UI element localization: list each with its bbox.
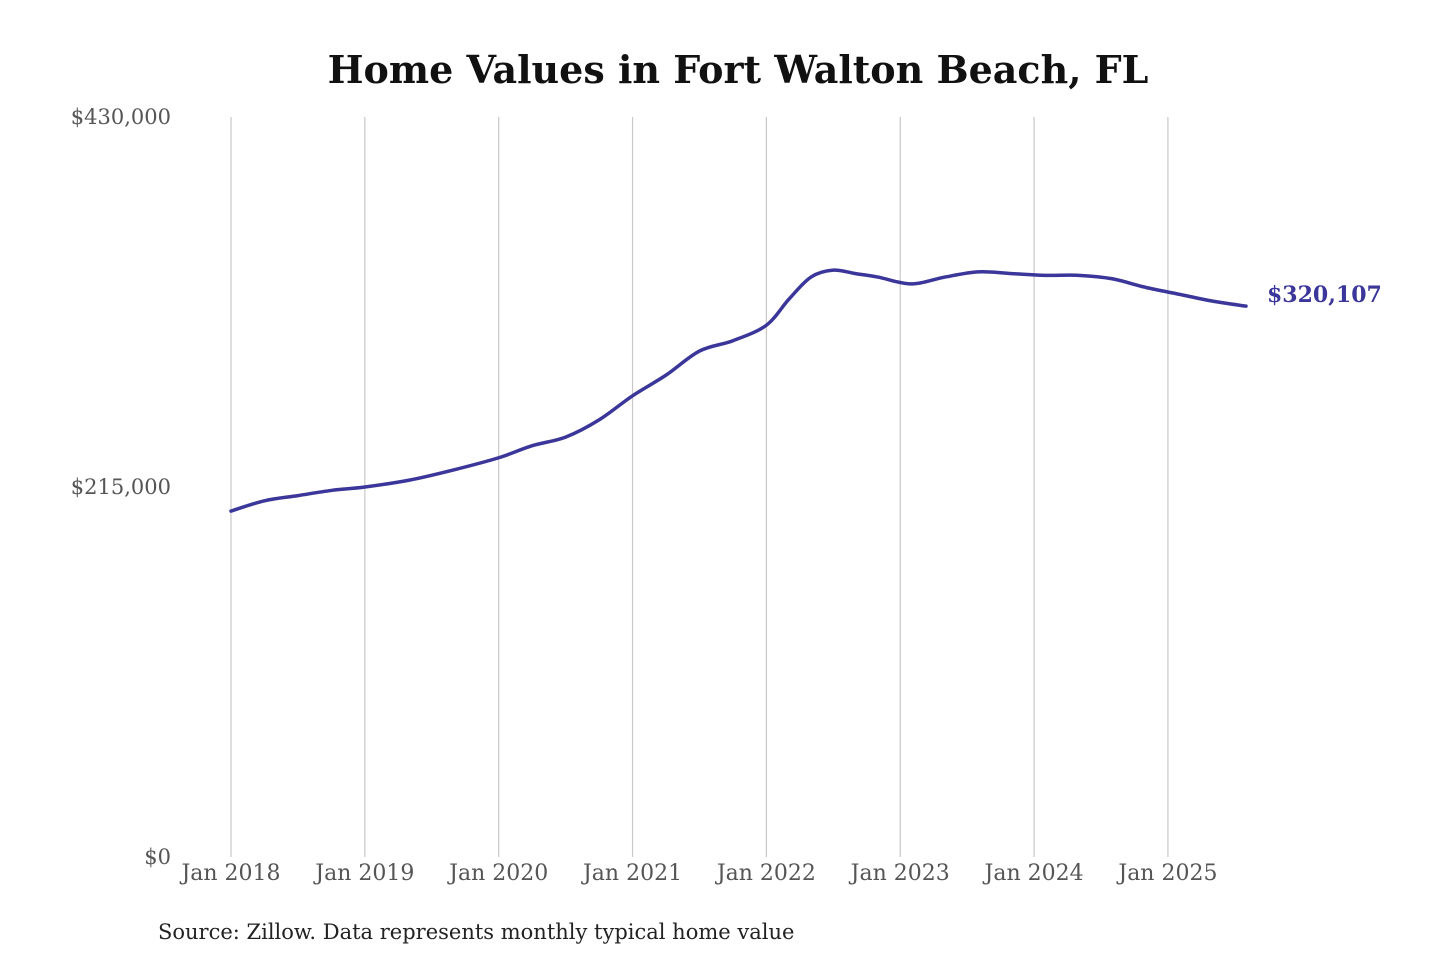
y-tick-label-2: $430,000	[71, 105, 171, 129]
x-tick-label-7: Jan 2025	[1116, 861, 1217, 886]
y-tick-label-1: $215,000	[71, 475, 171, 499]
x-tick-label-1: Jan 2019	[313, 861, 414, 886]
x-axis-ticks: Jan 2018 Jan 2019 Jan 2020 Jan 2021 Jan 2022…	[179, 861, 1217, 886]
chart-title: Home Values in Fort Walton Beach, FL	[328, 47, 1149, 92]
y-tick-label-0: $0	[144, 845, 171, 869]
x-tick-label-2: Jan 2020	[447, 861, 548, 886]
series-line-0	[229, 268, 1248, 513]
x-tick-label-4: Jan 2022	[715, 861, 816, 886]
x-tick-label-0: Jan 2018	[179, 861, 280, 886]
grid-lines	[230, 117, 1169, 857]
series-layer	[229, 268, 1248, 513]
series-end-label: $320,107	[1267, 282, 1382, 308]
x-tick-label-5: Jan 2023	[849, 861, 950, 886]
x-tick-label-3: Jan 2021	[581, 861, 682, 886]
y-axis-ticks: $0 $215,000 $430,000	[71, 105, 171, 869]
source-note: Source: Zillow. Data represents monthly …	[158, 920, 794, 944]
x-tick-label-6: Jan 2024	[983, 861, 1084, 886]
